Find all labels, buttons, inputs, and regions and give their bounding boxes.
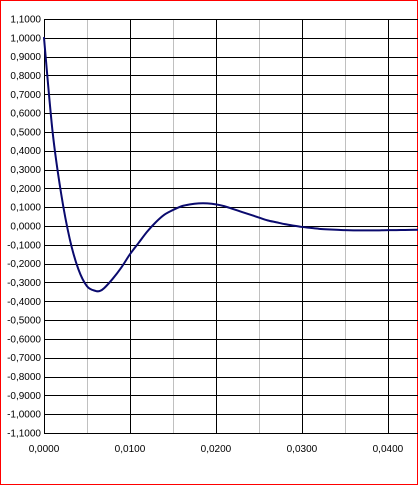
y-tick-label: -1,1000 [7, 429, 41, 440]
y-tick-label: -0,3000 [7, 278, 41, 289]
y-tick-label: -0,5000 [7, 316, 41, 327]
y-tick-label: 0,4000 [10, 146, 41, 157]
x-axis-tick-labels: 0,0000 0,0100 0,0200 0,0300 0,0400 [29, 444, 404, 455]
series-line-0 [43, 36, 418, 293]
y-tick-label: 0,0000 [10, 222, 41, 233]
y-tick-label: -0,7000 [7, 353, 41, 364]
y-tick-label: 0,8000 [10, 71, 41, 82]
x-tick-label: 0,0400 [373, 444, 404, 455]
x-tick-label: 0,0200 [201, 444, 232, 455]
x-tick-label: 0,0300 [287, 444, 318, 455]
y-tick-label: 1,0000 [10, 33, 41, 44]
y-tick-label: 1,1000 [10, 15, 41, 26]
y-tick-label: 0,6000 [10, 109, 41, 120]
y-tick-label: 0,5000 [10, 127, 41, 138]
y-tick-label: -0,6000 [7, 334, 41, 345]
y-tick-label: -1,0000 [7, 410, 41, 421]
plot-area [43, 36, 418, 293]
y-tick-label: -0,9000 [7, 391, 41, 402]
y-tick-label: 0,7000 [10, 90, 41, 101]
y-tick-label: -0,2000 [7, 259, 41, 270]
x-tick-label: 0,0000 [29, 444, 60, 455]
y-tick-label: 0,3000 [10, 165, 41, 176]
major-gridlines [44, 19, 418, 434]
y-tick-label: -0,4000 [7, 297, 41, 308]
y-tick-label: 0,9000 [10, 52, 41, 63]
y-axis-tick-labels: 1,1000 1,0000 0,9000 0,8000 0,7000 0,6000 0,50… [7, 15, 41, 440]
y-tick-label: 0,1000 [10, 203, 41, 214]
y-tick-label: -0,8000 [7, 372, 41, 383]
y-tick-label: 0,2000 [10, 184, 41, 195]
y-tick-label: -0,1000 [7, 240, 41, 251]
x-tick-label: 0,0100 [115, 444, 146, 455]
